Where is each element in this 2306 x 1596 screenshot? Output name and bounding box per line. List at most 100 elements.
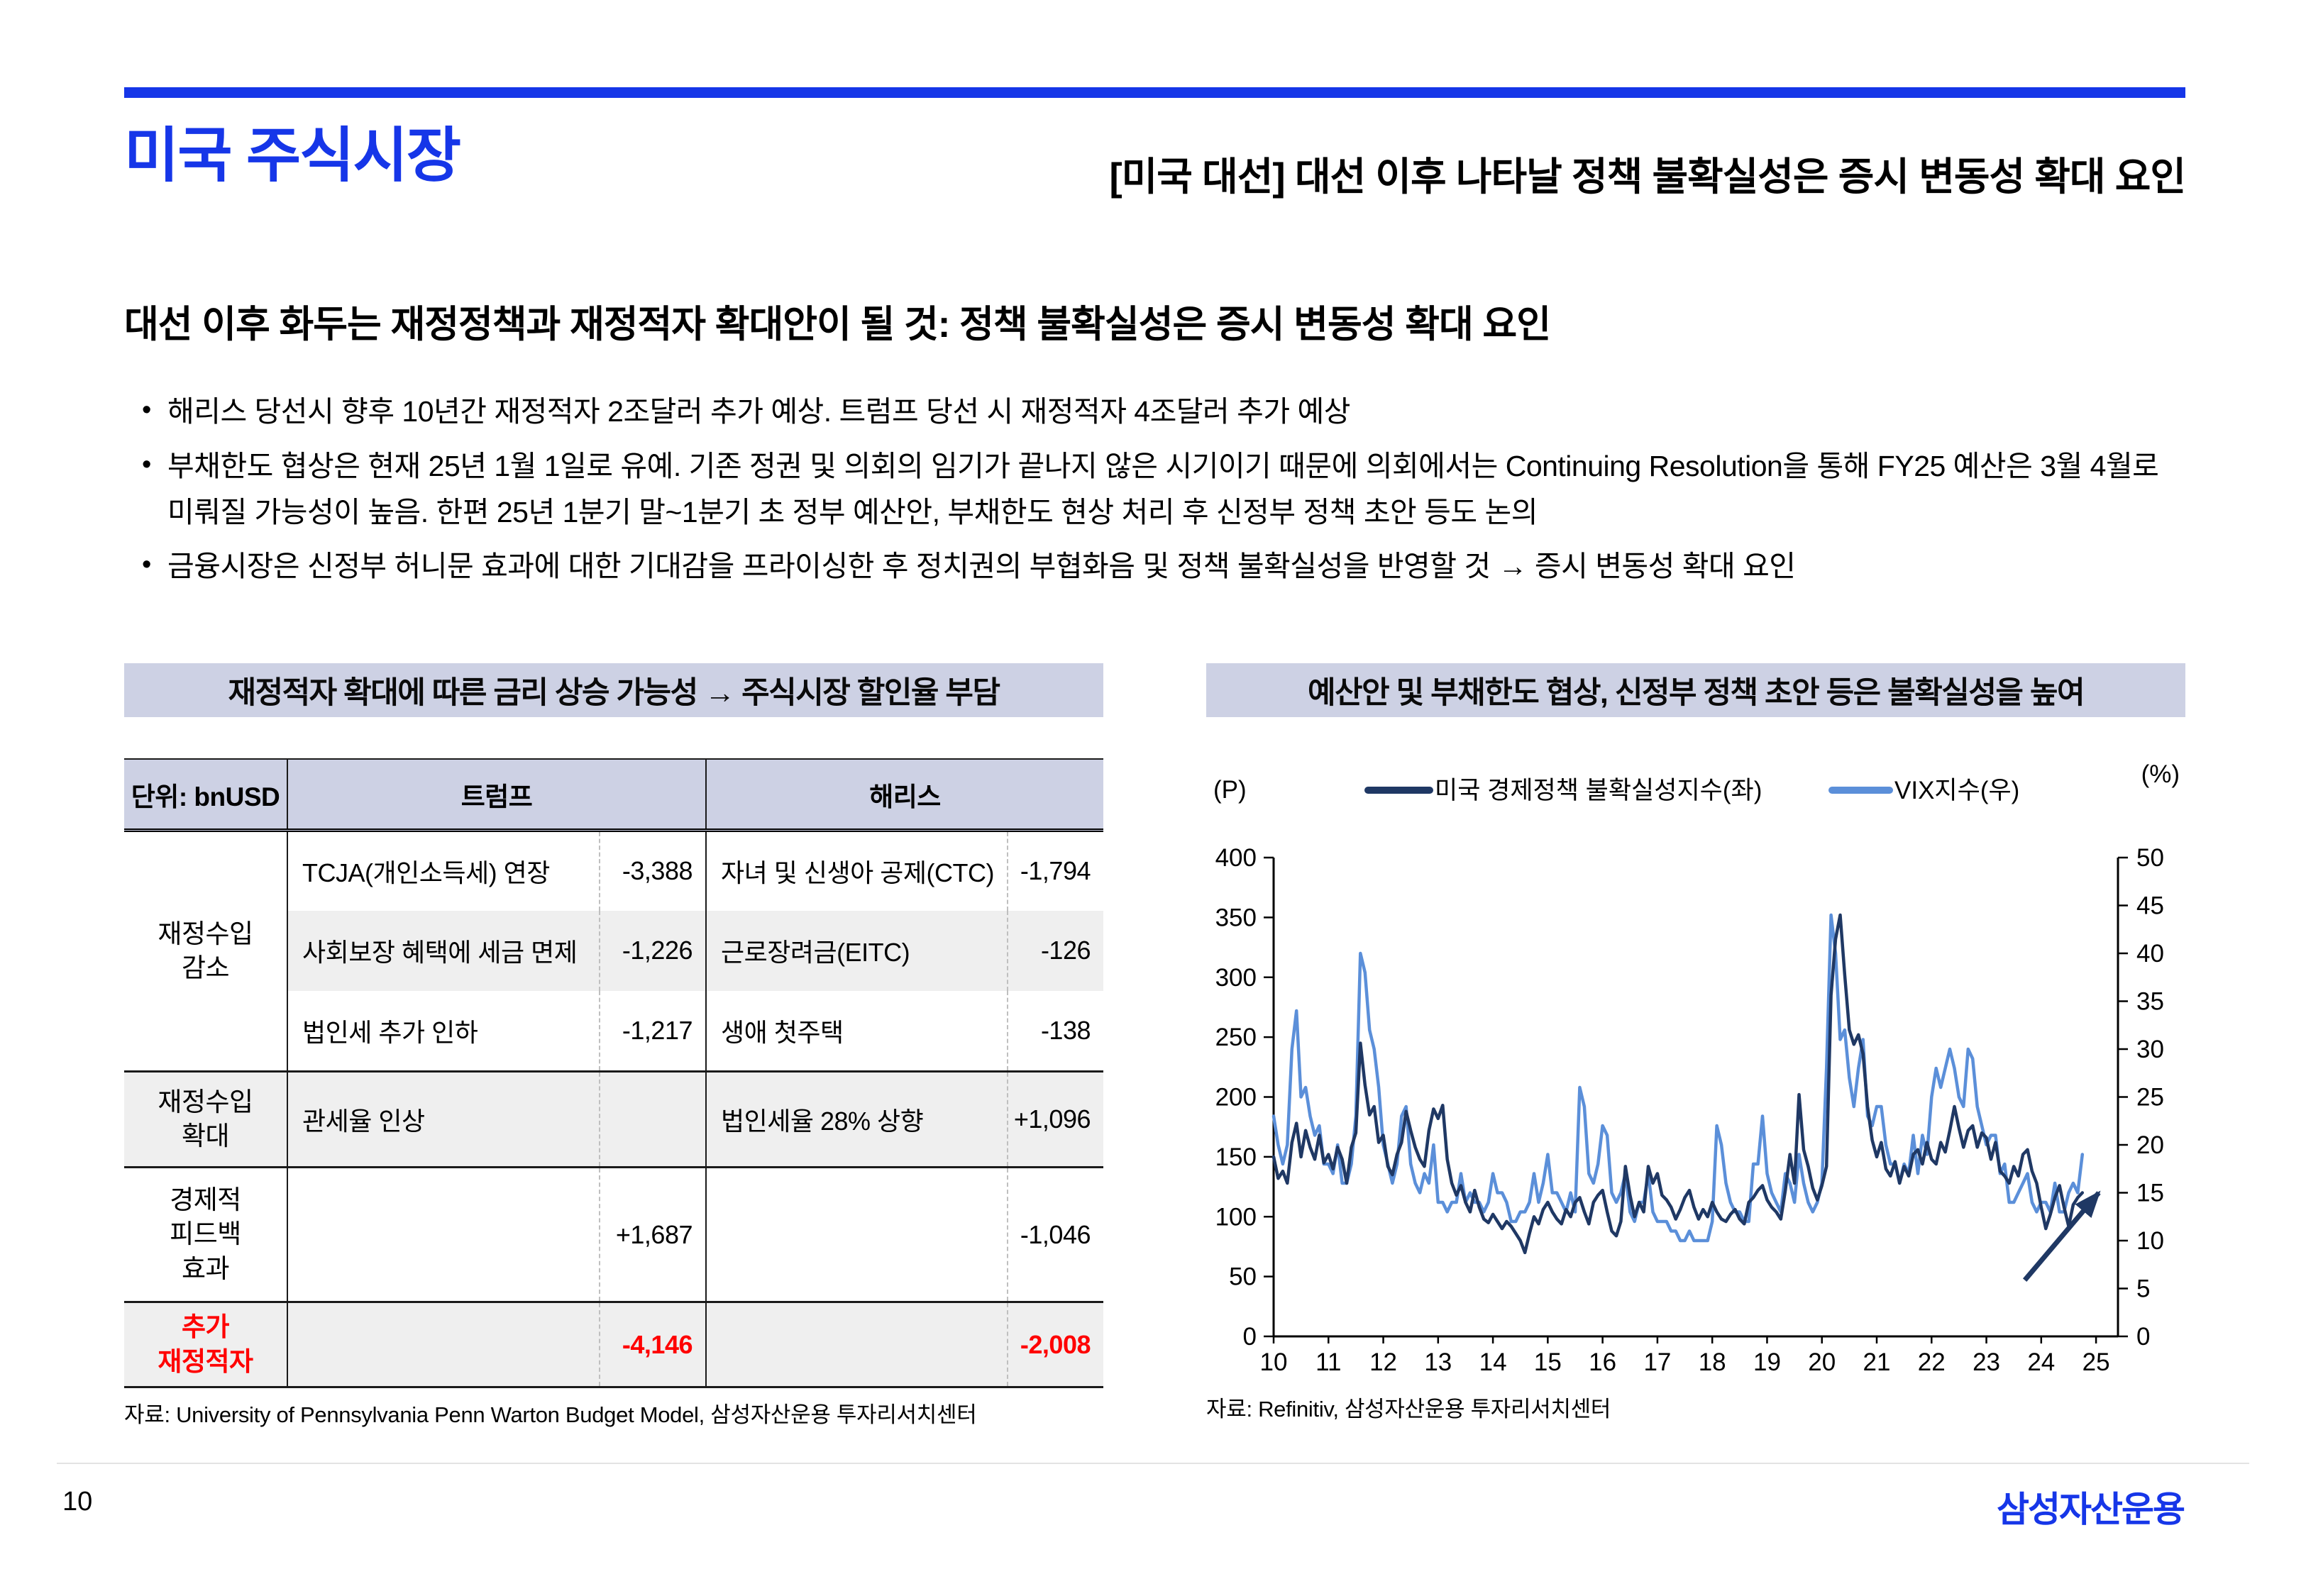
legend-label: 미국 경제정책 불확실성지수(좌) <box>1435 777 1762 804</box>
bullet-item: 해리스 당선시 향후 10년간 재정적자 2조달러 추가 예상. 트럼프 당선 … <box>135 389 2189 435</box>
chart-axis-label: 21 <box>1863 1348 1891 1376</box>
budget-cell-trump-item: 관세율 인상 <box>287 1070 600 1168</box>
budget-cell-harris-item <box>705 1301 1008 1387</box>
footer-divider <box>57 1463 2249 1464</box>
chart-axis-label: 25 <box>2136 1084 2164 1112</box>
epu-series-line <box>1271 913 2085 1255</box>
budget-table-row: 추가 재정적자 -4,146 -2,008 <box>124 1301 1103 1387</box>
budget-cell-trump-item <box>287 1301 600 1387</box>
chart-axis-label: 40 <box>2136 940 2164 968</box>
chart-axis-label: 24 <box>2027 1348 2055 1376</box>
budget-table-row: 재정수입 확대 관세율 인상 법인세율 28% 상향 +1,096 <box>124 1070 1103 1168</box>
lead-title: 대선 이후 화두는 재정정책과 재정적자 확대안이 될 것: 정책 불확실성은 … <box>124 304 1551 345</box>
chart-axis-label: 19 <box>1753 1348 1781 1376</box>
budget-cell-harris-value: -1,046 <box>1007 1166 1103 1302</box>
budget-cell-harris-value: -126 <box>1007 910 1103 991</box>
budget-cell-trump-value: -3,388 <box>599 830 706 911</box>
budget-cell-trump-value: -1,226 <box>599 910 706 991</box>
budget-col-harris: 해리스 <box>705 759 1103 832</box>
chart-axis-label: 16 <box>1589 1348 1616 1376</box>
budget-table: 단위: bnUSD 트럼프 해리스 재정수입 감소 TCJA(개인소득세) 연장 -3… <box>124 758 1103 1388</box>
budget-table-row: 사회보장 혜택에 세금 면제 -1,226 근로장려금(EITC) -126 <box>124 910 1103 991</box>
legend-label: VIX지수(우) <box>1894 777 2019 804</box>
budget-cell-harris-value: +1,096 <box>1007 1070 1103 1168</box>
chart-axis-label: 0 <box>2136 1323 2150 1351</box>
chart-axis-label: 15 <box>1534 1348 1562 1376</box>
chart-axis-label: 150 <box>1215 1143 1257 1171</box>
budget-cell-trump-value <box>599 1070 706 1168</box>
budget-unit-label: 단위: bnUSD <box>124 759 287 832</box>
chart-axis-label: 18 <box>1699 1348 1726 1376</box>
chart-panel-title: 예산안 및 부채한도 협상, 신정부 정책 초안 등은 불확실성을 높여 <box>1206 663 2185 717</box>
chart-axis-label: 400 <box>1215 844 1257 872</box>
budget-cell-trump-item: 사회보장 혜택에 세금 면제 <box>287 910 600 991</box>
budget-table-panel: 재정적자 확대에 따른 금리 상승 가능성 → 주식시장 할인율 부담 단위: … <box>124 663 1103 1429</box>
chart-axis-label: 20 <box>2136 1131 2164 1159</box>
chart-panel: 예산안 및 부채한도 협상, 신정부 정책 초안 등은 불확실성을 높여 0 50… <box>1206 663 2185 1423</box>
chart-axis-label: 200 <box>1215 1084 1257 1112</box>
chart-axis-label: 25 <box>2082 1348 2110 1376</box>
chart-axis-label: 11 <box>1315 1348 1341 1376</box>
trend-arrow <box>2022 1190 2101 1282</box>
chart-source: 자료: Refinitiv, 삼성자산운용 투자리서치센터 <box>1206 1397 1611 1422</box>
budget-cell-harris-item: 자녀 및 신생아 공제(CTC) <box>705 830 1008 911</box>
budget-cell-trump-value: -4,146 <box>599 1301 706 1387</box>
chart-svg: 0 50 100 150 200 250 300 350 400 0 5 10 15 20 25 30 35 40… <box>1213 760 2180 1376</box>
chart-axis-label: (P) <box>1213 776 1247 804</box>
chart-axis-label: 5 <box>2136 1275 2150 1303</box>
chart-axis-label: 35 <box>2136 988 2164 1016</box>
chart-axis-label: 10 <box>2136 1227 2164 1255</box>
budget-group-label: 경제적 피드백 효과 <box>124 1166 287 1302</box>
page-number: 10 <box>62 1487 93 1517</box>
slide-headline: [미국 대선] 대선 이후 나타날 정책 불확실성은 증시 변동성 확대 요인 <box>1109 155 2186 199</box>
chart-axis-label: 350 <box>1215 904 1257 931</box>
budget-cell-harris-item <box>705 1166 1008 1302</box>
epu-vix-line-chart: 0 50 100 150 200 250 300 350 400 0 5 10 15 20 25 30 35 40… <box>1206 751 2185 1382</box>
budget-cell-harris-value: -1,794 <box>1007 830 1103 911</box>
bullet-item: 부채한도 협상은 현재 25년 1월 1일로 유예. 기존 정권 및 의회의 임… <box>135 443 2189 536</box>
chart-axis-label: 14 <box>1479 1348 1507 1376</box>
chart-axis-label: 15 <box>2136 1180 2164 1207</box>
vix-series-line <box>1271 913 2085 1243</box>
chart-axis-label: 50 <box>1229 1263 1257 1291</box>
budget-cell-trump-item <box>287 1166 600 1302</box>
chart-axis-label: 300 <box>1215 964 1257 992</box>
budget-cell-harris-item: 생애 첫주택 <box>705 990 1008 1072</box>
budget-cell-harris-item: 법인세율 28% 상향 <box>705 1070 1008 1168</box>
budget-cell-harris-value: -2,008 <box>1007 1301 1103 1387</box>
bullet-list: 해리스 당선시 향후 10년간 재정적자 2조달러 추가 예상. 트럼프 당선 … <box>135 389 2189 598</box>
page-title: 미국 주식시장 <box>124 122 461 189</box>
chart-axis-label: 20 <box>1808 1348 1836 1376</box>
chart-axis-label: 0 <box>1243 1323 1257 1351</box>
budget-table-header-row: 단위: bnUSD 트럼프 해리스 <box>124 759 1103 832</box>
chart-axis-label: 50 <box>2136 844 2164 872</box>
company-logo: 삼성자산운용 <box>1997 1490 2185 1529</box>
budget-group-label: 재정수입 감소 <box>158 919 253 982</box>
budget-cell-harris-value: -138 <box>1007 990 1103 1072</box>
chart-axis-label: 100 <box>1215 1203 1257 1231</box>
budget-group-label: 재정수입 확대 <box>124 1070 287 1168</box>
budget-col-trump: 트럼프 <box>287 759 706 832</box>
chart-axis-label: 13 <box>1424 1348 1452 1376</box>
chart-axis-label: 250 <box>1215 1024 1257 1051</box>
budget-group-label: 추가 재정적자 <box>124 1301 287 1387</box>
budget-table-row: 경제적 피드백 효과 +1,687 -1,046 <box>124 1166 1103 1302</box>
budget-source: 자료: University of Pennsylvania Penn Wart… <box>124 1402 977 1427</box>
chart-axis-label: 30 <box>2136 1036 2164 1063</box>
chart-axis-label: 23 <box>1973 1348 2000 1376</box>
top-accent-bar <box>124 87 2185 98</box>
budget-cell-trump-value: +1,687 <box>599 1166 706 1302</box>
budget-table-row: 재정수입 감소 TCJA(개인소득세) 연장 -3,388 자녀 및 신생아 공제(CT… <box>124 830 1103 982</box>
budget-cell-trump-item: TCJA(개인소득세) 연장 <box>287 830 600 911</box>
budget-table-row: 법인세 추가 인하 -1,217 생애 첫주택 -138 <box>124 990 1103 1072</box>
budget-panel-title: 재정적자 확대에 따른 금리 상승 가능성 → 주식시장 할인율 부담 <box>124 663 1103 717</box>
chart-axis-label: 17 <box>1643 1348 1671 1376</box>
chart-axis-label: (%) <box>2141 760 2180 788</box>
chart-axis-label: 45 <box>2136 892 2164 920</box>
budget-cell-trump-value: -1,217 <box>599 990 706 1072</box>
budget-cell-harris-item: 근로장려금(EITC) <box>705 910 1008 991</box>
chart-axis-label: 10 <box>1260 1348 1288 1376</box>
chart-axis-label: 22 <box>1918 1348 1946 1376</box>
budget-table-body: 재정수입 감소 TCJA(개인소득세) 연장 -3,388 자녀 및 신생아 공제(CT… <box>124 830 1103 1387</box>
bullet-item: 금융시장은 신정부 허니문 효과에 대한 기대감을 프라이싱한 후 정치권의 부… <box>135 543 2189 589</box>
